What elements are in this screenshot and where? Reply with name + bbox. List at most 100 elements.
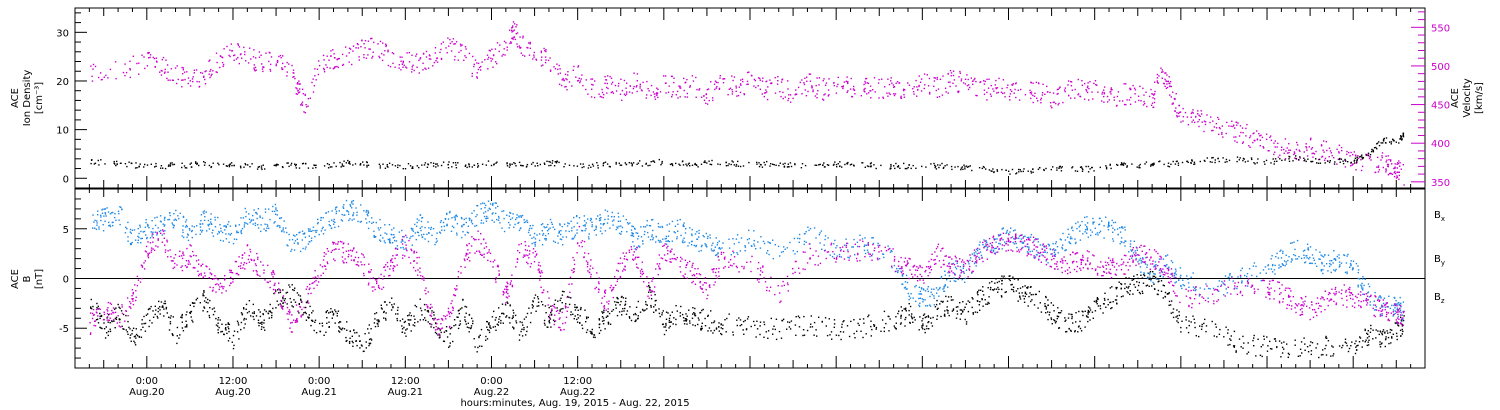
b-series-bx-point bbox=[650, 291, 652, 293]
velocity-series-point bbox=[994, 84, 996, 86]
density-series-point bbox=[1236, 156, 1239, 158]
density-series-point bbox=[436, 163, 438, 165]
b-series-bx-point bbox=[1387, 332, 1389, 334]
velocity-series-point bbox=[1391, 173, 1394, 175]
b-series-bx-point bbox=[279, 291, 282, 294]
velocity-series-point bbox=[1143, 100, 1145, 103]
b-series-bx-point bbox=[1153, 288, 1156, 290]
b-series-bx-point bbox=[699, 312, 701, 314]
density-series-point bbox=[404, 168, 407, 170]
b-series-bx-point bbox=[943, 315, 946, 317]
b-series-bx-point bbox=[162, 306, 164, 308]
density-series-point bbox=[231, 164, 233, 167]
b-series-bx-point bbox=[815, 329, 817, 331]
b-series-bx-point bbox=[1216, 336, 1218, 338]
velocity-series-point bbox=[735, 87, 737, 89]
b-series-by-point bbox=[109, 224, 111, 226]
density-series-point bbox=[225, 165, 228, 167]
b-series-by-point bbox=[307, 228, 310, 230]
b-series-bx-point bbox=[833, 326, 835, 328]
velocity-series-point bbox=[990, 95, 992, 97]
b-series-by-point bbox=[112, 221, 114, 223]
density-series-point bbox=[636, 163, 638, 165]
b-series-bx-point bbox=[1362, 340, 1364, 342]
b-series-by-point bbox=[391, 242, 394, 244]
velocity-series-point bbox=[561, 84, 563, 87]
density-series-point bbox=[435, 163, 437, 165]
b-series-by-point bbox=[109, 213, 112, 215]
velocity-series-point bbox=[803, 83, 806, 86]
b-series-bx-point bbox=[90, 307, 93, 310]
velocity-series-point bbox=[502, 53, 504, 56]
density-series-point bbox=[727, 164, 729, 167]
density-series-point bbox=[903, 162, 905, 165]
velocity-series-point bbox=[1303, 151, 1305, 153]
velocity-series-point bbox=[562, 77, 564, 80]
b-series-bx-point bbox=[1232, 345, 1235, 347]
velocity-series-point bbox=[457, 59, 459, 61]
velocity-series-point bbox=[853, 89, 856, 92]
velocity-series-point bbox=[823, 78, 825, 80]
b-series-by-point bbox=[620, 233, 622, 235]
b-series-by-point bbox=[235, 238, 238, 241]
velocity-series-point bbox=[501, 55, 503, 57]
velocity-series-point bbox=[766, 91, 768, 93]
density-series-point bbox=[1376, 148, 1378, 150]
b-series-bx-point bbox=[1095, 301, 1097, 303]
b-series-by-point bbox=[519, 227, 522, 230]
b-series-by-point bbox=[646, 220, 648, 222]
b-series-by-point bbox=[470, 219, 473, 221]
b-series-bx-point bbox=[186, 311, 188, 313]
velocity-series-point bbox=[424, 67, 426, 69]
velocity-series-point bbox=[1329, 150, 1332, 152]
b-series-by-point bbox=[633, 245, 635, 247]
b-series-bx-point bbox=[721, 333, 723, 336]
b-series-bx-point bbox=[550, 326, 552, 328]
b-series-bx-point bbox=[900, 317, 902, 319]
b-series-bx-point bbox=[253, 312, 255, 315]
velocity-series-point bbox=[629, 85, 631, 87]
density-series-point bbox=[1228, 159, 1231, 162]
b-series-by-point bbox=[214, 226, 217, 228]
velocity-series-point bbox=[1157, 82, 1159, 84]
b-series-by-point bbox=[595, 228, 597, 230]
density-series-point bbox=[725, 161, 727, 164]
velocity-series-point bbox=[519, 47, 522, 49]
velocity-series-point bbox=[1133, 87, 1136, 89]
velocity-series-point bbox=[877, 82, 880, 84]
density-series-point bbox=[652, 160, 654, 162]
velocity-series-point bbox=[222, 65, 224, 68]
density-series-point bbox=[150, 163, 152, 165]
velocity-series-point bbox=[1381, 152, 1384, 154]
b-series-bx-point bbox=[374, 325, 377, 328]
b-series-bx-point bbox=[1159, 275, 1161, 277]
b-series-bx-point bbox=[138, 336, 140, 338]
velocity-series-point bbox=[683, 89, 685, 92]
b-series-by-point bbox=[486, 215, 488, 218]
b-series-bx-point bbox=[930, 317, 932, 319]
b-series-bx-point bbox=[944, 310, 946, 312]
velocity-series-point bbox=[155, 60, 158, 62]
density-series-point bbox=[787, 163, 789, 165]
density-series-point bbox=[965, 165, 968, 167]
b-series-bx-point bbox=[900, 314, 902, 317]
b-series-bx-point bbox=[389, 301, 391, 304]
velocity-series-point bbox=[1256, 130, 1258, 132]
density-series-point bbox=[1328, 161, 1331, 164]
b-series-bx-point bbox=[131, 329, 134, 332]
b-series-bx-point bbox=[330, 308, 332, 310]
b-series-bx-point bbox=[228, 330, 230, 333]
b-series-bx-point bbox=[189, 311, 191, 314]
density-series-point bbox=[844, 163, 846, 166]
velocity-series-point bbox=[529, 47, 531, 49]
b-series-bx-point bbox=[90, 306, 92, 308]
density-series-point bbox=[1253, 162, 1255, 164]
density-series-point bbox=[943, 166, 945, 169]
b-series-by-point bbox=[421, 236, 423, 238]
density-series-point bbox=[1382, 138, 1385, 141]
velocity-series-point bbox=[1305, 143, 1307, 145]
b-series-by-point bbox=[257, 208, 260, 210]
density-series-point bbox=[548, 164, 550, 167]
velocity-series-point bbox=[788, 97, 790, 100]
b-series-bx-point bbox=[312, 320, 314, 322]
